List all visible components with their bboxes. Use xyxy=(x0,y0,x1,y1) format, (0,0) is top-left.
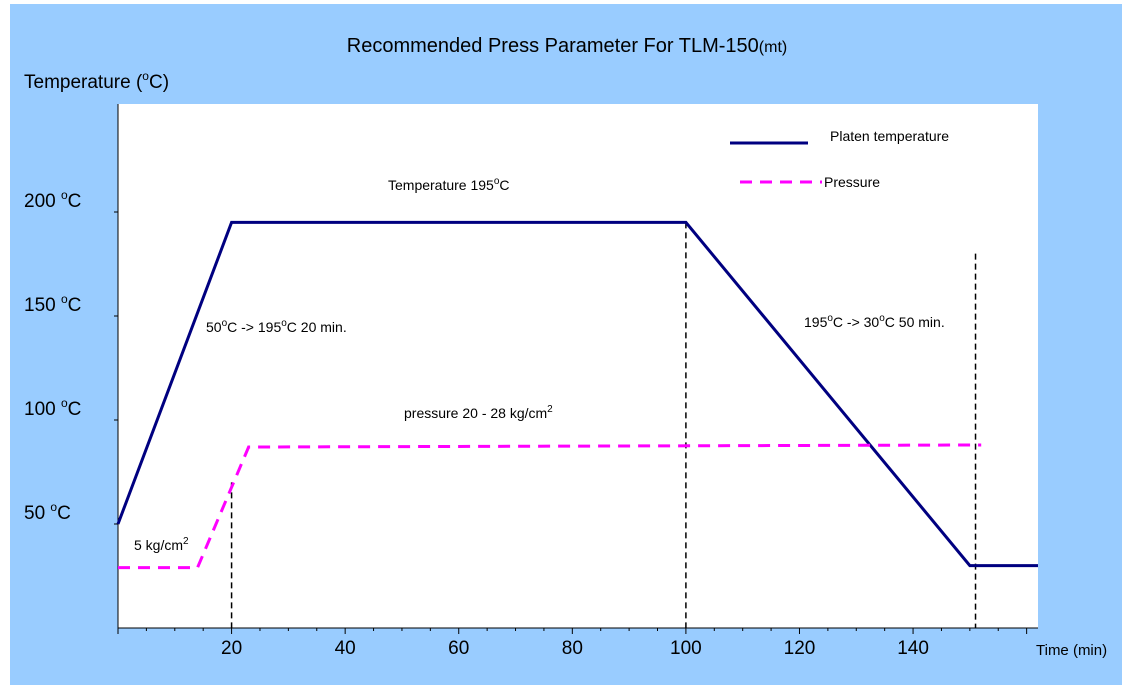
legend-label-pressure: Pressure xyxy=(824,174,880,190)
y-tick-label: 100 oC xyxy=(24,396,81,420)
x-tick-label: 140 xyxy=(897,638,929,659)
y-axis-label: Temperature (oC) xyxy=(24,69,169,93)
x-tick-label: 40 xyxy=(335,638,356,659)
x-tick-label: 20 xyxy=(221,638,242,659)
legend: Platen temperature Pressure xyxy=(730,128,949,190)
x-axis-label: Time (min) xyxy=(1036,642,1107,659)
annotation-pressure-low: 5 kg/cm2 xyxy=(134,536,189,553)
annotation-pressure-high: pressure 20 - 28 kg/cm2 xyxy=(404,404,553,421)
annotation-ramp-up: 50oC -> 195oC 20 min. xyxy=(206,318,347,335)
series-line-pressure xyxy=(118,443,982,570)
x-tick-label: 120 xyxy=(784,638,816,659)
annotation-ramp-down: 195oC -> 30oC 50 min. xyxy=(804,313,945,330)
plot-area xyxy=(118,104,1038,628)
x-tick-label: 100 xyxy=(670,638,702,659)
y-tick-label: 150 oC xyxy=(24,292,81,316)
y-tick-label: 200 oC xyxy=(24,188,81,212)
y-tick-label: 50 oC xyxy=(24,500,71,524)
chart-title: Recommended Press Parameter For TLM-150(… xyxy=(347,35,787,57)
x-tick-label: 80 xyxy=(562,638,583,659)
x-tick-label: 60 xyxy=(448,638,469,659)
legend-label-temperature: Platen temperature xyxy=(830,128,949,144)
annotation-plateau: Temperature 195oC xyxy=(388,176,510,193)
series-line-platen-temperature xyxy=(116,220,1038,568)
